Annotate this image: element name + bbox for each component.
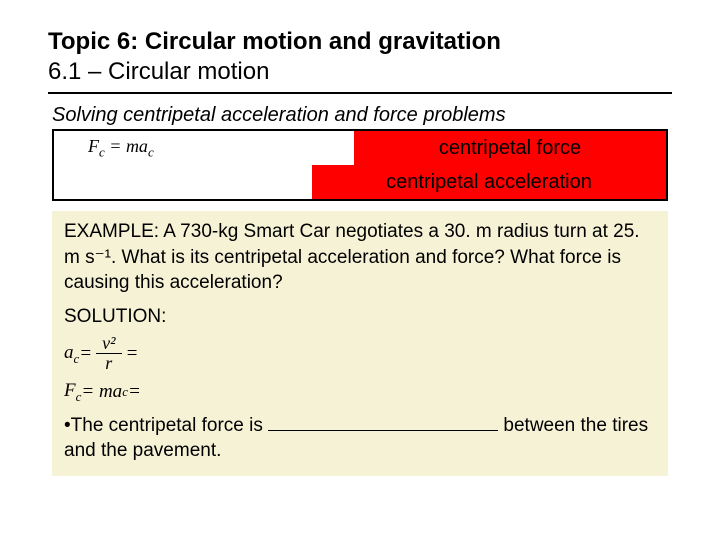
eq1-tail: = xyxy=(126,341,139,367)
eq2-var: Fc xyxy=(64,378,81,405)
eq1-fraction: v² r xyxy=(96,334,121,375)
title-block: Topic 6: Circular motion and gravitation… xyxy=(48,28,672,94)
solution-label: SOLUTION: xyxy=(64,304,656,330)
eq2-body: = ma xyxy=(81,379,122,405)
formula-box: Fc = mac centripetal force centripetal a… xyxy=(52,129,668,201)
equation-fc: Fc = mac = xyxy=(64,378,656,405)
example-label: EXAMPLE: xyxy=(64,221,159,242)
example-text: EXAMPLE: A 730-kg Smart Car negotiates a… xyxy=(64,219,656,296)
formula-right-1: centripetal force xyxy=(354,131,666,165)
blank-line xyxy=(268,412,498,431)
eq2-tail: = xyxy=(128,379,141,405)
bullet-text: •The centripetal force is xyxy=(64,415,268,436)
eq1-var: ac xyxy=(64,340,79,367)
formula-row-1: Fc = mac centripetal force xyxy=(54,131,666,165)
equation-ac: ac = v² r = xyxy=(64,334,656,375)
section-heading: Solving centripetal acceleration and for… xyxy=(52,104,672,127)
eq1-den: r xyxy=(99,354,118,374)
conclusion: •The centripetal force is between the ti… xyxy=(64,412,656,464)
formula-left-1: Fc = mac xyxy=(54,136,354,161)
formula-row-2: centripetal acceleration xyxy=(54,165,666,199)
formula-right-2: centripetal acceleration xyxy=(312,165,666,199)
eq1-num: v² xyxy=(96,334,121,355)
topic-title: Topic 6: Circular motion and gravitation xyxy=(48,28,672,56)
example-box: EXAMPLE: A 730-kg Smart Car negotiates a… xyxy=(52,211,668,476)
topic-subtitle: 6.1 – Circular motion xyxy=(48,58,672,86)
eq1-equals: = xyxy=(79,341,92,367)
